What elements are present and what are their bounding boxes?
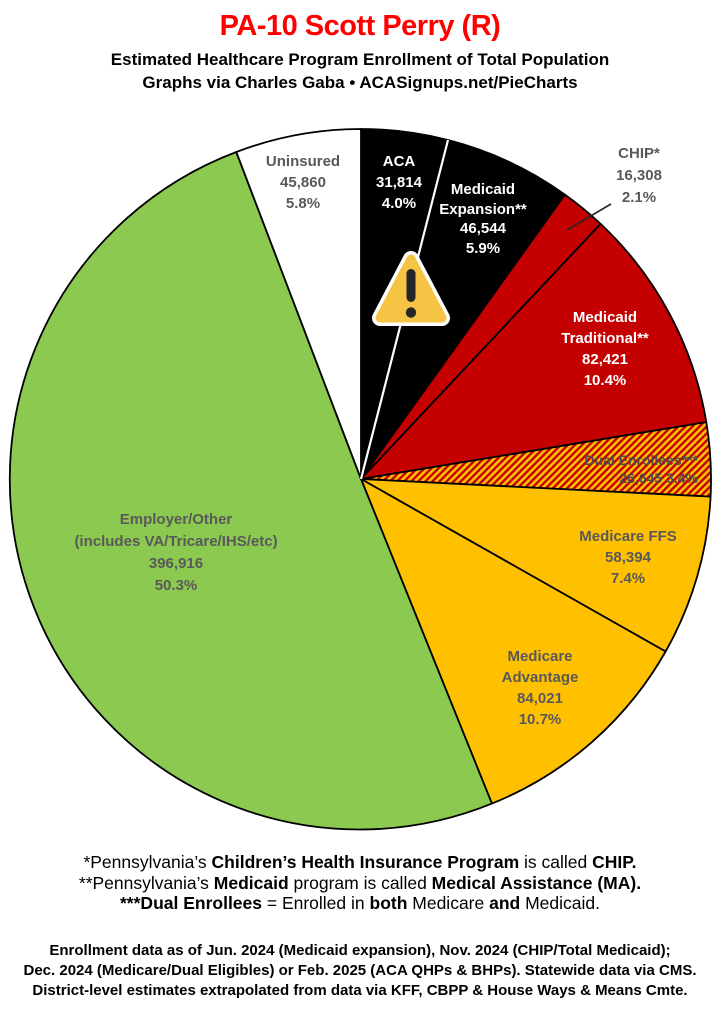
slice-label-aca: ACA 31,814 4.0% (376, 151, 422, 214)
slice-label-medicaid-traditional: Medicaid Traditional** 82,421 10.4% (561, 307, 649, 391)
slice-value: 26,645 3.4% (619, 470, 698, 486)
source-line-1: Enrollment data as of Jun. 2024 (Medicai… (49, 942, 671, 959)
slice-value: 84,021 (517, 690, 563, 707)
footnote-chip: *Pennsylvania’s Children’s Health Insura… (83, 852, 637, 872)
pie-slice-medicare-advantage (360, 478, 667, 805)
subtitle-line-1: Estimated Healthcare Program Enrollment … (110, 50, 610, 69)
chip-leader-line (566, 203, 612, 231)
slice-label-medicaid-expansion: Medicaid Expansion** 46,544 5.9% (439, 180, 527, 258)
slice-label-chip: CHIP* 16,308 2.1% (616, 143, 662, 209)
chart-header: PA-10 Scott Perry (R) Estimated Healthca… (0, 10, 720, 94)
pie-slices (8, 128, 712, 831)
slice-percent: 4.0% (381, 195, 417, 212)
subtitle-line-2: Graphs via Charles Gaba • ACASignups.net… (142, 73, 578, 92)
slice-label-medicare-ffs: Medicare FFS 58,394 7.4% (579, 526, 677, 589)
slice-name: Dual Enrollees*** (584, 452, 698, 468)
slice-name: (includes VA/Tricare/IHS/etc) (74, 533, 278, 550)
source-line-3: District-level estimates extrapolated fr… (32, 982, 688, 999)
slice-percent: 5.8% (285, 195, 321, 212)
warning-icon-exclamation-dot (405, 307, 417, 318)
slice-name: Medicaid (450, 181, 516, 198)
slice-percent: 10.4% (583, 372, 627, 389)
slice-percent: 2.1% (621, 189, 657, 206)
slice-name: Medicare FFS (579, 528, 677, 545)
slice-name: Medicaid (572, 309, 638, 326)
page-title: PA-10 Scott Perry (R) (219, 10, 501, 42)
slice-name: Employer/Other (119, 511, 233, 528)
slice-value: 16,308 (616, 167, 662, 184)
slice-percent: 7.4% (610, 570, 646, 587)
slice-label-employer-other: Employer/Other (includes VA/Tricare/IHS/… (74, 509, 277, 597)
slice-name: Expansion** (439, 200, 527, 218)
slice-value: 46,544 (460, 220, 506, 237)
slice-name: Traditional** (561, 330, 649, 347)
footnote-dual-enrollees: ***Dual Enrollees = Enrolled in both Med… (120, 893, 600, 913)
slice-value: 396,916 (148, 555, 204, 572)
pie-slice-medicaid-expansion (360, 139, 566, 480)
pie-slice-medicare-ffs (360, 478, 712, 653)
source-line-2: Dec. 2024 (Medicare/Dual Eligibles) or F… (23, 962, 697, 979)
pie-slice-employer-other (8, 151, 493, 831)
slice-name: Uninsured (265, 153, 341, 170)
source-note: Enrollment data as of Jun. 2024 (Medicai… (0, 941, 720, 1001)
slice-percent: 50.3% (154, 577, 198, 594)
warning-icon (372, 251, 450, 326)
slice-label-uninsured: Uninsured 45,860 5.8% (266, 151, 340, 214)
slice-label-dual-enrollees: Dual Enrollees*** 26,645 3.4% (584, 451, 698, 487)
pie-slice-uninsured (235, 128, 362, 480)
slice-name: Medicare (507, 648, 573, 665)
footnote-medicaid: **Pennsylvania’s Medicaid program is cal… (78, 872, 642, 893)
slice-value: 31,814 (376, 174, 422, 191)
slice-value: 45,860 (280, 174, 326, 191)
slice-value: 58,394 (605, 549, 651, 566)
slice-name: CHIP* (618, 145, 660, 162)
pie-slice-medicaid-traditional (360, 223, 708, 480)
slice-name: Advantage (501, 669, 579, 686)
slice-label-medicare-advantage: Medicare Advantage 84,021 10.7% (502, 646, 579, 730)
footnotes: *Pennsylvania’s Children’s Health Insura… (0, 852, 720, 914)
slice-value: 82,421 (582, 351, 628, 368)
slice-percent: 5.9% (465, 239, 501, 257)
warning-icon-exclamation-bar (406, 269, 416, 302)
slice-name: ACA (382, 153, 416, 170)
slice-percent: 10.7% (518, 711, 562, 728)
